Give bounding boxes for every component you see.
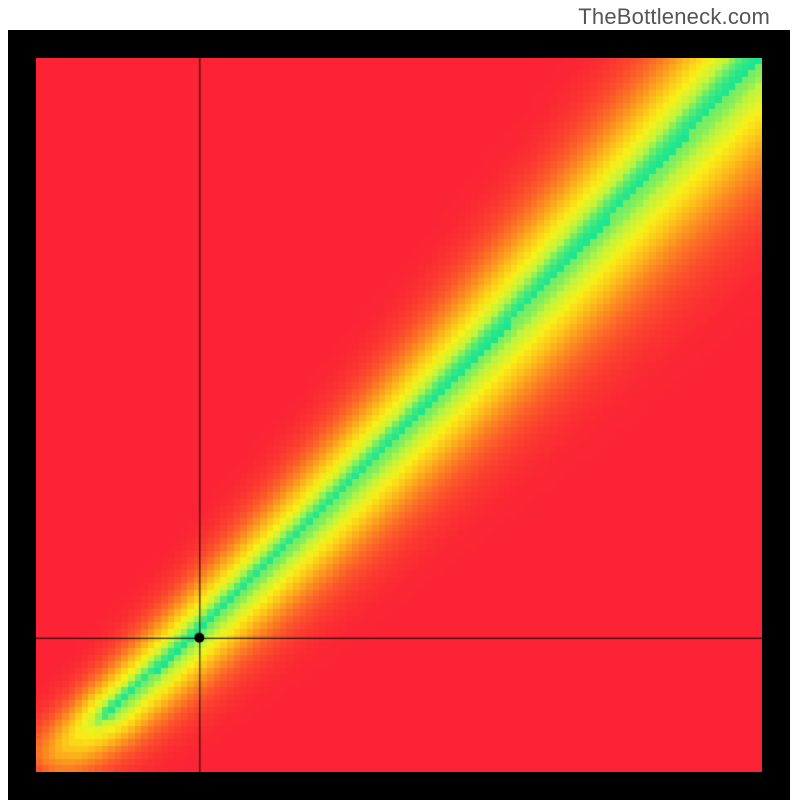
watermark-text: TheBottleneck.com: [578, 4, 770, 30]
chart-container: TheBottleneck.com: [0, 0, 800, 800]
heatmap-canvas: [36, 58, 762, 772]
